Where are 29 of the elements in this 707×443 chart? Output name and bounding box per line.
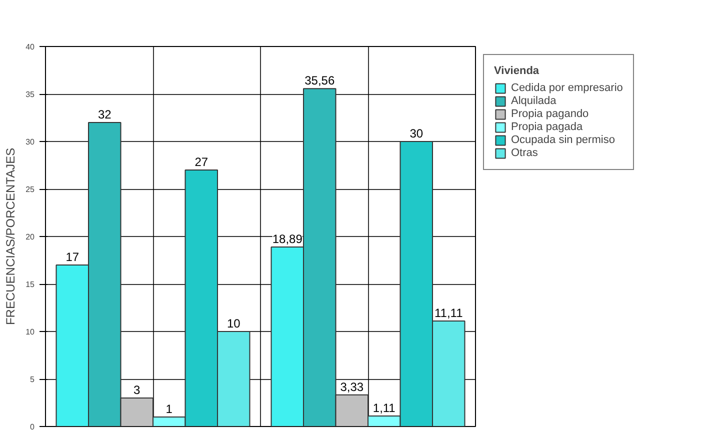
y-tick-label: 10 (26, 328, 36, 336)
y-tick-label: 20 (26, 232, 36, 242)
data-label: 30 (410, 126, 424, 140)
data-label: 32 (98, 108, 112, 122)
data-label: 11,11 (434, 306, 464, 320)
legend-label: Propia pagada (511, 121, 583, 133)
data-label: 3 (134, 383, 141, 397)
data-label: 1 (166, 402, 173, 416)
legend-label: Propia pagando (511, 108, 589, 120)
legend-label: Cedida por empresario (511, 82, 623, 94)
y-tick-label: 25 (26, 185, 36, 194)
y-tick-label: 0 (30, 422, 36, 432)
legend-title: Vivienda (494, 65, 540, 77)
y-tick-label: 40 (26, 42, 36, 52)
y-axis-title: FRECUENCIAS/PORCENTAJES (4, 148, 18, 326)
data-label: 18,89 (272, 232, 303, 246)
data-label: 10 (226, 316, 241, 330)
data-label: 1,11 (372, 400, 396, 415)
data-label: 3,33 (340, 380, 364, 394)
legend-label: Alquilada (511, 95, 556, 107)
y-tick-label: 35 (26, 90, 36, 99)
legend-label: Ocupada sin permiso (511, 134, 615, 146)
y-tick-label: 5 (30, 375, 36, 384)
legend-label: Otras (511, 147, 538, 159)
y-tick-label: 15 (26, 280, 36, 289)
y-tick-label: 30 (26, 138, 36, 146)
data-label: 35,56 (304, 74, 335, 88)
data-label: 17 (66, 250, 80, 264)
data-label: 27 (194, 155, 208, 169)
